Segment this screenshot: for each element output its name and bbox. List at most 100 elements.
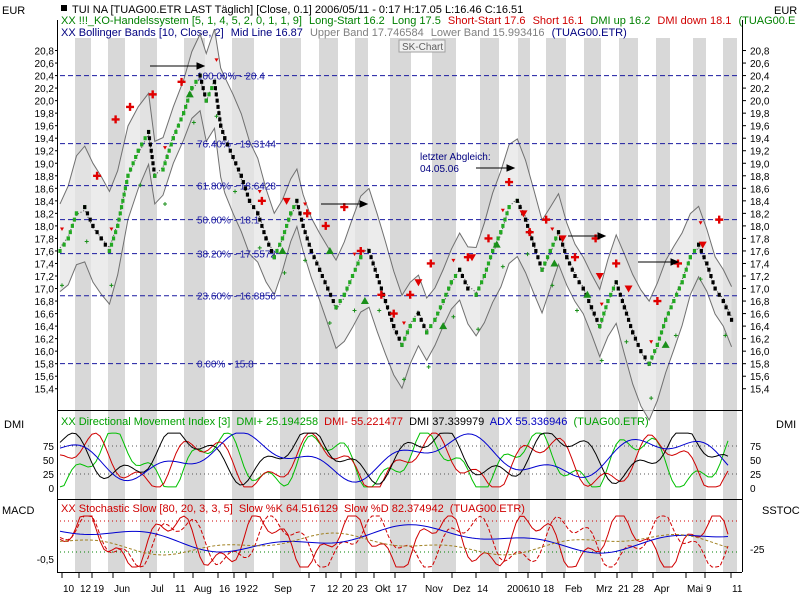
pnf-down-box — [626, 317, 631, 322]
month-band — [184, 38, 205, 573]
pnf-up-box — [210, 86, 214, 91]
pnf-up-box — [342, 292, 346, 297]
system-prefix: XX !!!_KO-Handelssystem [5, 1, 4, 5, 2, … — [61, 15, 302, 27]
long-plus-marker — [653, 297, 662, 306]
pnf-down-box — [236, 167, 241, 172]
bollinger-line: XX Bollinger Bands [10, Close, 2] Mid Li… — [61, 27, 627, 39]
pnf-up-box — [74, 211, 79, 216]
pnf-up-box — [611, 286, 616, 291]
pnf-up-box — [345, 286, 349, 291]
pnf-up-box — [280, 236, 285, 241]
pnf-up-box — [289, 211, 293, 216]
pnf-up-box — [163, 161, 167, 166]
pnf-down-box — [595, 317, 599, 322]
price-tick-left: 20,4 — [35, 72, 55, 83]
long-plus-marker — [484, 234, 493, 243]
pnf-up-box — [131, 161, 135, 166]
date-tick-label: 9 — [706, 584, 712, 595]
system-short-start: Short-Start 17.6 — [448, 15, 526, 27]
small-green-plus — [282, 270, 287, 275]
pnf-down-box — [303, 230, 307, 235]
date-tick-label: 20 — [342, 584, 354, 595]
pnf-up-box — [186, 98, 190, 103]
dmi-plus-value: DMI+ 25.194258 — [236, 416, 318, 428]
date-tick-label: 28 — [633, 584, 645, 595]
price-tick-left: 15,4 — [35, 385, 55, 396]
pnf-up-box — [134, 155, 138, 159]
price-tick-left: 18,2 — [35, 209, 55, 220]
pnf-down-box — [624, 311, 629, 316]
date-tick-label: 18 — [543, 584, 555, 595]
pnf-up-box — [659, 330, 664, 335]
fibonacci-levels: 100.00% - 20.4 76.40% - 19.3144 61.80% - 1… — [60, 72, 740, 371]
pnf-down-box — [614, 280, 618, 285]
title-square-icon — [61, 5, 67, 11]
dmi-tick-right: 50 — [750, 456, 762, 467]
long-plus-marker — [542, 215, 551, 224]
price-tick-left: 16,2 — [35, 335, 55, 346]
pnf-down-box — [247, 198, 252, 203]
pnf-down-box — [709, 274, 713, 278]
pnf-down-box — [561, 242, 565, 247]
pnf-down-box — [262, 230, 266, 235]
pnf-up-box — [447, 286, 451, 291]
stoch-tick-right: -25 — [750, 545, 765, 556]
pnf-down-box — [622, 305, 627, 310]
small-red-triangle — [451, 258, 456, 263]
pnf-up-box — [167, 148, 171, 153]
stoch-panel: MACD SSTOC XX Stochastic Slow [80, 20, 3… — [2, 503, 800, 568]
dmi-tick-left: 50 — [43, 456, 55, 467]
pnf-up-box — [176, 123, 181, 128]
fib-label: 38.20% - 17.5572 — [197, 250, 276, 261]
pnf-up-box — [153, 173, 157, 178]
pnf-down-box — [565, 255, 569, 260]
pnf-down-box — [379, 286, 383, 291]
buy-triangle-marker — [492, 240, 501, 248]
pnf-down-box — [203, 92, 207, 97]
pnf-up-box — [433, 317, 437, 322]
pnf-down-box — [377, 280, 381, 285]
small-green-plus — [84, 239, 89, 244]
bollinger-mid: Mid Line 16.87 — [231, 27, 303, 39]
pnf-up-box — [666, 311, 670, 316]
pnf-down-box — [328, 292, 333, 297]
price-tick-right: 20,4 — [750, 72, 770, 83]
pnf-up-box — [429, 324, 433, 329]
date-tick-label: Aug — [194, 584, 212, 595]
price-tick-right: 18,2 — [750, 209, 770, 220]
pnf-down-box — [326, 286, 330, 291]
pnf-up-box — [126, 173, 130, 178]
pnf-down-box — [397, 336, 401, 341]
date-tick-label: Jul — [151, 584, 164, 595]
pnf-down-box — [705, 261, 709, 266]
pnf-down-box — [717, 292, 721, 297]
pnf-down-box — [373, 267, 377, 272]
pnf-down-box — [241, 180, 245, 185]
pnf-down-box — [538, 261, 542, 266]
dmi-tick-right: 25 — [750, 470, 762, 481]
pnf-down-box — [702, 255, 706, 260]
pnf-down-box — [631, 330, 635, 335]
short-triangle-marker — [414, 279, 423, 287]
pnf-up-box — [123, 186, 128, 191]
small-green-plus — [426, 364, 431, 369]
price-tick-left: 19,8 — [35, 109, 55, 120]
pnf-down-box — [216, 104, 220, 109]
small-red-triangle — [257, 189, 262, 194]
pnf-down-box — [307, 242, 311, 247]
dmi-plus-line — [59, 432, 729, 488]
pnf-down-box — [320, 274, 324, 278]
fib-label: 23.60% - 16.8856 — [197, 292, 276, 303]
pnf-up-box — [109, 242, 114, 247]
pnf-up-box — [474, 292, 478, 297]
price-tick-left: 15,8 — [35, 360, 55, 371]
date-tick-label: 19 — [235, 584, 247, 595]
pnf-down-box — [616, 286, 620, 291]
pnf-up-box — [543, 261, 547, 266]
pnf-down-box — [103, 242, 107, 247]
pnf-up-box — [128, 167, 133, 172]
small-green-plus — [401, 377, 406, 382]
dmi-black-line — [59, 432, 729, 486]
pnf-up-box — [672, 299, 676, 304]
pnf-down-box — [392, 324, 396, 329]
